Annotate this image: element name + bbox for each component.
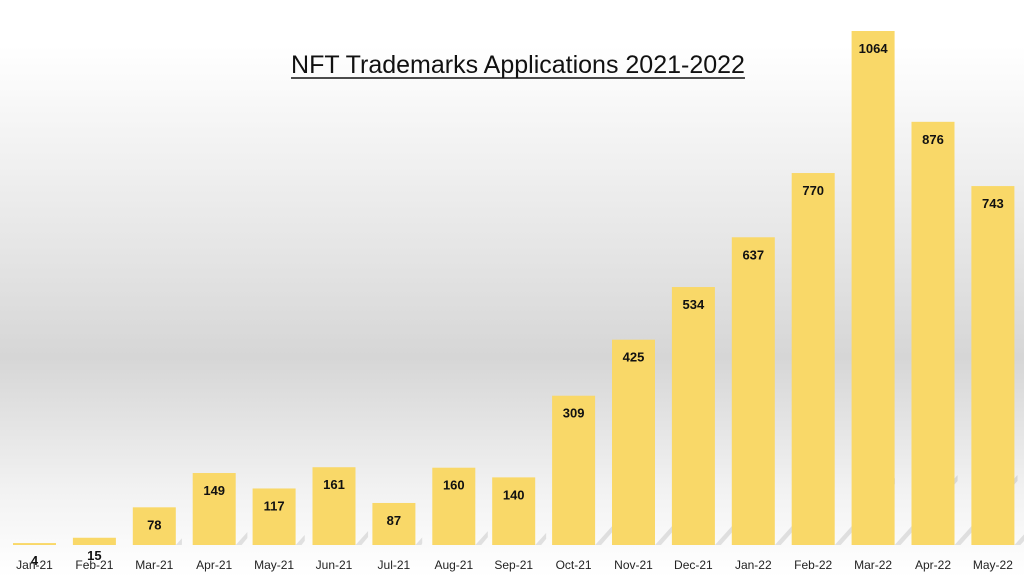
x-tick-label: Aug-21: [434, 558, 473, 572]
bar-shadow: [235, 532, 248, 545]
bar-shadow: [535, 532, 547, 545]
value-label: 117: [264, 498, 285, 513]
value-label: 161: [323, 477, 345, 492]
x-tick-label: Apr-22: [915, 558, 951, 572]
bar-may-21: [252, 488, 296, 545]
bar-may-22: [971, 186, 1015, 545]
value-label: 534: [683, 297, 705, 312]
value-label: 770: [802, 183, 824, 198]
value-label: 876: [922, 132, 944, 147]
x-tick-label: May-21: [254, 558, 294, 572]
value-labels: 4 15 78 149 117 161 87 160 140 309 425 534 637 770 106…: [31, 41, 1004, 568]
bar-jun-21: [312, 467, 356, 545]
bars: [13, 31, 1015, 546]
bar-feb-22: [791, 173, 835, 546]
x-tick-label: Sep-21: [494, 558, 533, 572]
bar-shadow: [475, 531, 488, 545]
bar-nov-21: [612, 339, 655, 545]
value-label: 78: [147, 517, 161, 532]
value-label: 425: [623, 350, 645, 365]
x-tick-label: Apr-21: [196, 558, 232, 572]
bar-jan-21: [13, 543, 56, 545]
x-tick-label: Oct-21: [556, 558, 592, 572]
x-tick-label: Feb-21: [75, 558, 113, 572]
x-tick-label: Mar-21: [135, 558, 173, 572]
x-axis-ticks: Jan-21 Feb-21 Mar-21 Apr-21 May-21 Jun-21 Jul-…: [16, 558, 1013, 572]
x-tick-label: Nov-21: [614, 558, 653, 572]
value-label: 4: [31, 553, 39, 568]
bar-oct-21: [552, 395, 596, 545]
x-tick-label: May-22: [973, 558, 1013, 572]
x-tick-label: Jan-21: [16, 558, 53, 572]
x-tick-label: Feb-22: [794, 558, 832, 572]
bar-apr-22: [911, 121, 955, 545]
x-tick-label: Jan-22: [735, 558, 772, 572]
value-label: 160: [443, 478, 465, 493]
bar-mar-21: [132, 507, 176, 545]
x-tick-label: Dec-21: [674, 558, 713, 572]
value-label: 637: [742, 247, 764, 262]
bar-jan-22: [731, 237, 775, 546]
x-tick-label: Jun-21: [316, 558, 353, 572]
bar-sep-21: [492, 477, 536, 545]
bar-jul-21: [372, 502, 416, 545]
bar-shadow: [415, 537, 423, 545]
bar-shadow: [175, 538, 182, 545]
value-label: 1064: [859, 41, 889, 56]
bar-feb-21: [72, 537, 116, 545]
bar-shadow: [295, 534, 305, 545]
value-label: 149: [203, 483, 225, 498]
bar-shadow: [774, 489, 825, 545]
value-label: 140: [503, 487, 525, 502]
bar-shadow: [1014, 534, 1024, 545]
bar-shadow: [355, 531, 369, 545]
bar-dec-21: [671, 287, 715, 545]
bar-apr-21: [192, 473, 236, 545]
x-tick-label: Jul-21: [378, 558, 411, 572]
value-label: 15: [87, 548, 101, 563]
bar-aug-21: [432, 467, 476, 545]
value-label: 309: [563, 406, 585, 421]
bar-shadow: [834, 478, 895, 545]
x-tick-label: Mar-22: [854, 558, 892, 572]
chart-title: NFT Trademarks Applications 2021-2022: [291, 51, 745, 79]
value-label: 87: [387, 513, 401, 528]
bar-shadows: [175, 475, 1024, 545]
value-label: 743: [982, 196, 1004, 211]
bar-mar-22: [851, 31, 895, 545]
